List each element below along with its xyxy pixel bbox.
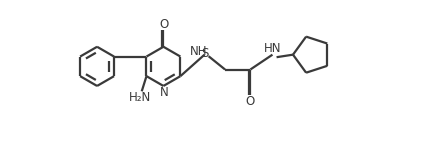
Text: O: O <box>160 18 169 31</box>
Text: N: N <box>160 86 169 99</box>
Text: S: S <box>201 47 208 60</box>
Text: HN: HN <box>263 43 281 55</box>
Text: O: O <box>245 95 254 108</box>
Text: H₂N: H₂N <box>129 91 151 104</box>
Text: NH: NH <box>190 45 208 58</box>
